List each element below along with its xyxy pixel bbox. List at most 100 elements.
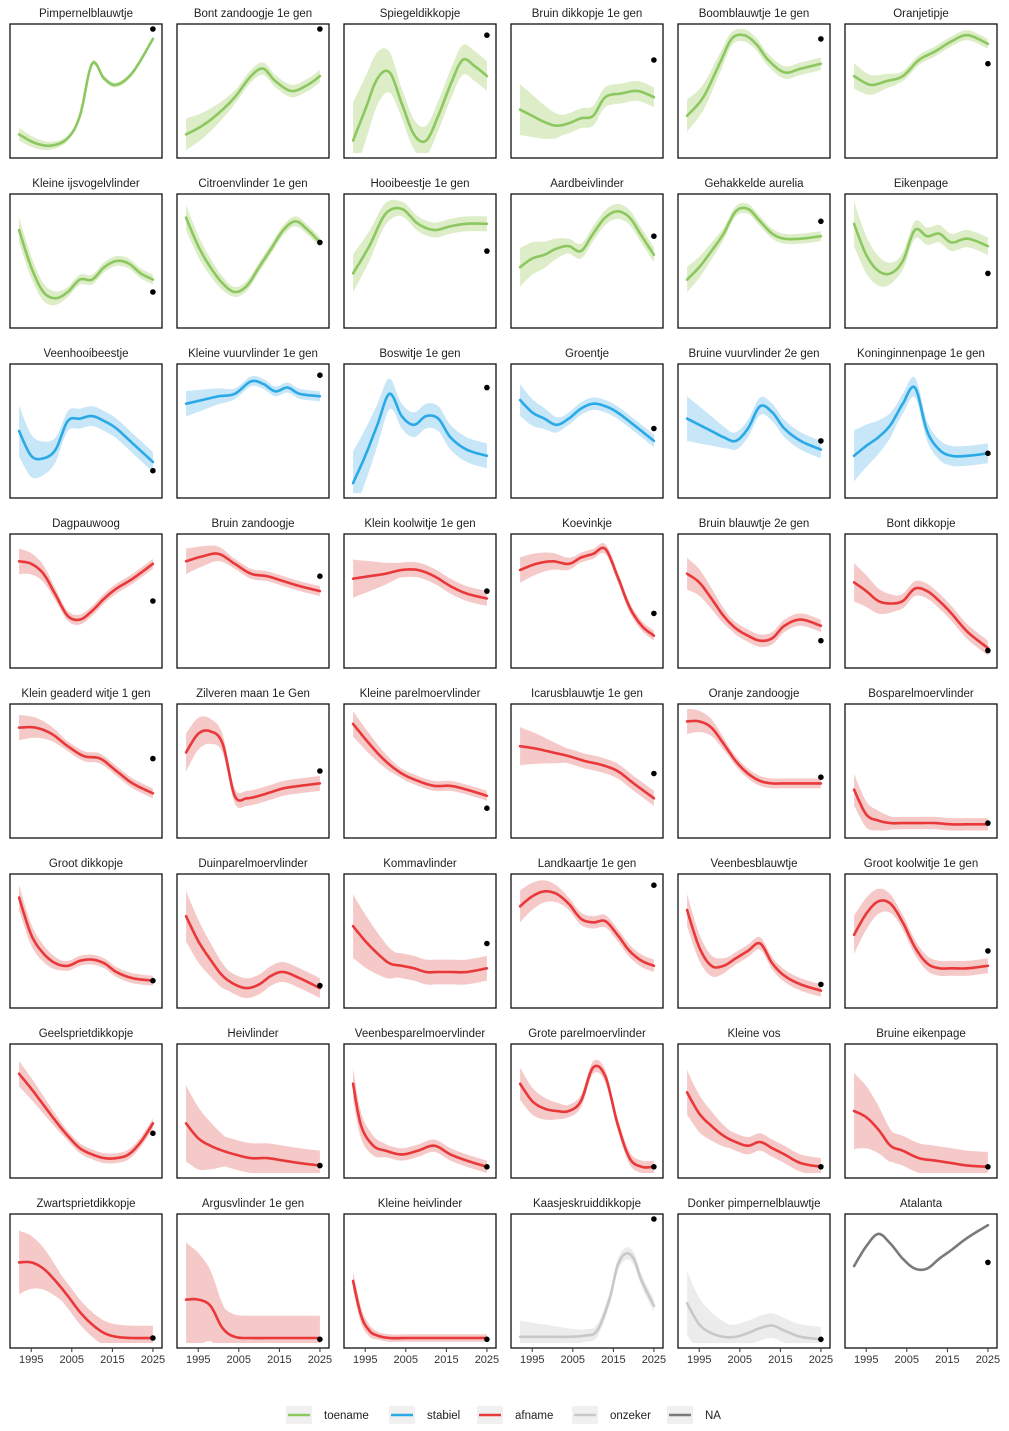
panel-frame <box>9 703 163 839</box>
panel-frame <box>176 873 330 1009</box>
panel: Kommavlinder <box>343 858 497 1009</box>
trend-line <box>17 560 155 622</box>
confidence-band <box>19 36 153 151</box>
x-tick-label: 2005 <box>60 1354 84 1366</box>
current-value-dot <box>484 32 490 38</box>
confidence-band <box>520 1059 654 1173</box>
panel-title: Koevinkje <box>562 518 612 530</box>
panel-title: Kleine vos <box>727 1028 780 1040</box>
current-value-dot <box>985 647 991 654</box>
trend-line <box>518 398 656 443</box>
current-value-dot <box>317 573 323 579</box>
panel-title: Boswitje 1e gen <box>379 348 460 360</box>
panel-frame <box>677 23 831 159</box>
confidence-band <box>520 383 654 448</box>
confidence-band <box>353 1067 487 1173</box>
trend-line <box>518 890 656 968</box>
panel-frame <box>176 1213 330 1349</box>
confidence-band <box>186 204 320 297</box>
panel: Pimpernelblauwtje <box>9 8 163 159</box>
trend-line <box>351 57 489 144</box>
x-tick-label: 2025 <box>475 1354 499 1366</box>
panel: Kleine heivlinder <box>343 1198 497 1349</box>
current-value-dot <box>150 598 156 604</box>
trend-line <box>351 206 489 275</box>
panel-title: Dagpauwoog <box>52 518 120 530</box>
confidence-band <box>687 1271 821 1343</box>
panel-title: Bruin zandoogje <box>211 518 294 530</box>
panel-frame <box>844 363 998 499</box>
trend-line <box>17 725 155 795</box>
panel-frame <box>9 193 163 329</box>
panel-frame <box>510 193 664 329</box>
panel-title: Bosparelmoervlinder <box>868 688 974 700</box>
panel-title: Bruine vuurvlinder 2e gen <box>688 348 819 360</box>
x-tick-label: 2025 <box>976 1354 1000 1366</box>
trend-line <box>17 37 155 148</box>
panel-frame <box>9 533 163 669</box>
panel: Hooibeestje 1e gen <box>343 178 497 329</box>
confidence-band <box>520 542 654 641</box>
current-value-dot <box>818 981 824 988</box>
panel-frame <box>844 1043 998 1179</box>
current-value-dot <box>651 57 657 63</box>
panel: Landkaartje 1e gen <box>510 858 664 1009</box>
current-value-dot <box>818 774 824 780</box>
confidence-band <box>854 30 988 95</box>
panel-frame <box>9 1213 163 1349</box>
trend-line <box>184 216 322 294</box>
x-tick-label: 1995 <box>520 1354 544 1366</box>
confidence-band <box>186 545 320 596</box>
legend: toename stabiel afname onzeker NA <box>286 1406 721 1424</box>
panel: Bruin dikkopje 1e gen <box>510 8 664 159</box>
panel-frame <box>510 1213 664 1349</box>
x-tick-label: 1995 <box>186 1354 210 1366</box>
current-value-dot <box>150 1130 156 1137</box>
panel: Bruin zandoogje <box>176 518 330 669</box>
current-value-dot <box>651 1164 657 1170</box>
panel-frame <box>343 1213 497 1349</box>
panel: Bruine vuurvlinder 2e gen <box>677 348 831 499</box>
panel-title: Boomblauwtje 1e gen <box>699 8 810 20</box>
confidence-band <box>854 773 988 831</box>
trend-line <box>184 552 322 593</box>
panel: Kleine vuurvlinder 1e gen <box>176 348 330 499</box>
current-value-dot <box>651 233 657 239</box>
panel-frame <box>9 1043 163 1179</box>
panel: Boomblauwtje 1e gen <box>677 8 831 159</box>
trend-line <box>351 1279 489 1340</box>
panel-frame <box>343 193 497 329</box>
x-tick-label: 2005 <box>394 1354 418 1366</box>
confidence-band <box>186 1241 320 1343</box>
panel-frame <box>844 703 998 839</box>
current-value-dot <box>651 610 657 617</box>
confidence-band <box>19 1230 153 1343</box>
panel: Grote parelmoervlinder <box>510 1028 664 1179</box>
panel-title: Veenhooibeestje <box>43 348 128 360</box>
panel-title: Groot koolwitje 1e gen <box>864 858 978 870</box>
confidence-band <box>520 880 654 972</box>
current-value-dot <box>818 36 824 42</box>
panel: Kaasjeskruiddikkopje <box>510 1198 664 1349</box>
panel: Groot dikkopje <box>9 858 163 1009</box>
current-value-dot <box>317 982 323 989</box>
legend-label: toename <box>324 1410 369 1422</box>
panel: Aardbeivlinder <box>510 178 664 329</box>
trend-line <box>351 1082 489 1169</box>
x-tick-label: 2005 <box>728 1354 752 1366</box>
confidence-band <box>353 199 487 293</box>
panel: Eikenpage <box>844 178 998 329</box>
current-value-dot <box>651 770 657 777</box>
panel-frame <box>677 873 831 1009</box>
panel: Koevinkje <box>510 518 664 669</box>
panel-frame <box>343 533 497 669</box>
current-value-dot <box>484 248 490 254</box>
confidence-band <box>687 557 821 647</box>
panel-frame <box>844 1213 998 1349</box>
trend-line <box>685 404 823 451</box>
panel-frame <box>343 873 497 1009</box>
panel: Veenhooibeestje <box>9 348 163 499</box>
panel: Zilveren maan 1e Gen <box>176 688 330 839</box>
panel-title: Atalanta <box>900 1198 943 1210</box>
current-value-dot <box>317 1162 323 1169</box>
